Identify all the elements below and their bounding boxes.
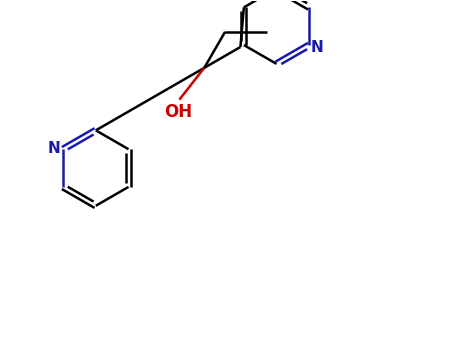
Text: N: N: [311, 40, 324, 55]
Text: N: N: [48, 141, 61, 156]
Text: OH: OH: [164, 103, 192, 120]
